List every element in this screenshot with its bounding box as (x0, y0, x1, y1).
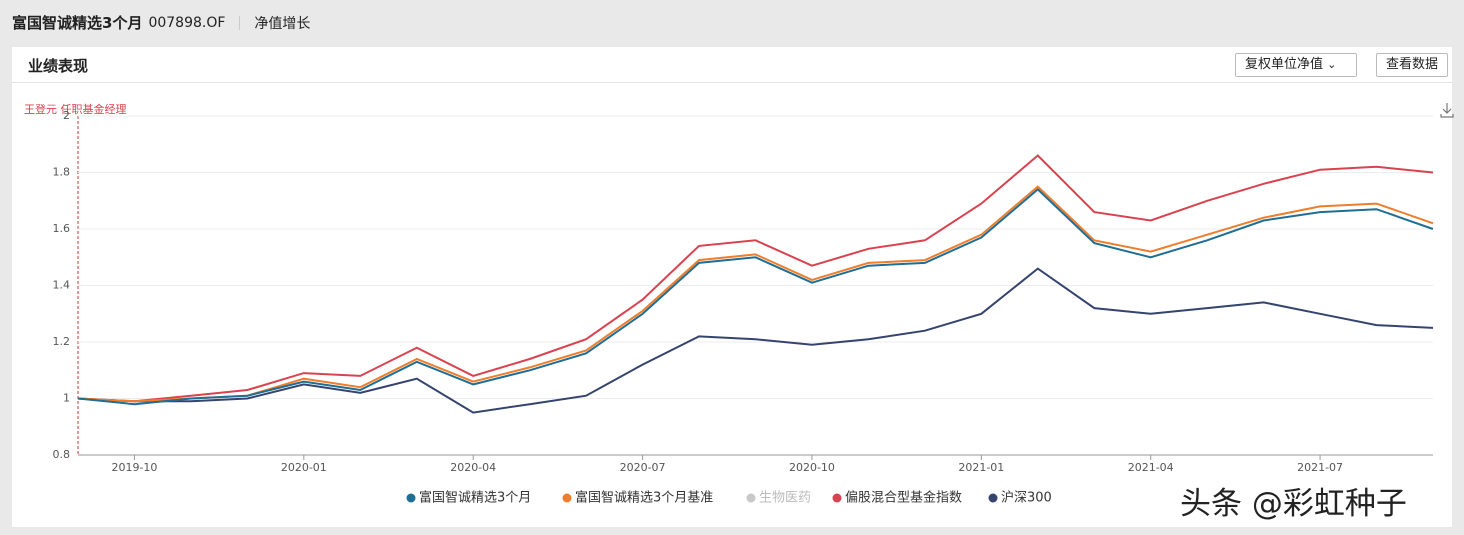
dropdown[interactable]: 复权单位净值 ⌄ (1235, 53, 1357, 77)
watermark: 头条 @彩虹种子 (1180, 486, 1407, 522)
x-tick-label: 2019-10 (111, 461, 157, 474)
legend-label: 沪深300 (1001, 490, 1052, 506)
header: 富国智诚精选3个月 007898.OF 净值增长 (12, 12, 310, 33)
manager-annotation: 王登元 任职基金经理 (24, 102, 127, 116)
y-tick-label: 1.2 (53, 335, 71, 348)
y-tick-label: 1.6 (53, 222, 71, 235)
legend-marker (746, 493, 756, 503)
x-tick-label: 2020-07 (620, 461, 666, 474)
legend-item[interactable]: 偏股混合型基金指数 (832, 490, 963, 506)
series-line (77, 267, 1434, 414)
download-icon[interactable] (1440, 103, 1454, 118)
x-tick-label: 2020-01 (281, 461, 327, 474)
legend-item[interactable]: 富国智诚精选3个月基准 (562, 490, 714, 506)
series-line (77, 154, 1434, 403)
tab[interactable]: 净值增长 (254, 15, 311, 32)
divider (12, 82, 1452, 83)
series-line (77, 185, 1434, 403)
panel-title: 业绩表现 (28, 57, 89, 75)
legend-marker (832, 493, 842, 503)
y-tick-label: 1.8 (53, 166, 71, 179)
legend-item[interactable]: 生物医药 (746, 491, 812, 506)
legend-label: 富国智诚精选3个月 (419, 490, 531, 506)
dropdown-label: 复权单位净值 (1245, 57, 1324, 72)
legend-marker (562, 493, 572, 503)
legend-item[interactable]: 富国智诚精选3个月 (406, 490, 532, 506)
legend-label: 富国智诚精选3个月基准 (575, 490, 713, 506)
panel: 业绩表现 复权单位净值 ⌄ 查看数据 (12, 47, 1452, 527)
fund-title: 富国智诚精选3个月 (12, 14, 143, 32)
y-tick-label: 2 (63, 109, 70, 122)
x-tick-label: 2020-10 (789, 461, 835, 474)
x-tick-label: 2021-01 (958, 461, 1004, 474)
x-tick-label: 2021-07 (1297, 461, 1343, 474)
view-data-button[interactable]: 查看数据 (1376, 53, 1449, 77)
legend-marker (406, 493, 416, 503)
separator (239, 15, 241, 30)
y-tick-label: 0.8 (53, 448, 71, 461)
fund-code: 007898.OF (148, 14, 226, 31)
legend-label: 生物医药 (759, 491, 811, 506)
y-tick-label: 1 (63, 392, 70, 405)
x-tick-label: 2020-04 (450, 461, 496, 474)
y-tick-label: 1.4 (53, 279, 71, 292)
legend-marker (988, 493, 998, 503)
series-line (77, 188, 1434, 406)
legend-item[interactable]: 沪深300 (988, 490, 1052, 506)
x-tick-label: 2021-04 (1128, 461, 1174, 474)
legend-label: 偏股混合型基金指数 (845, 490, 962, 506)
